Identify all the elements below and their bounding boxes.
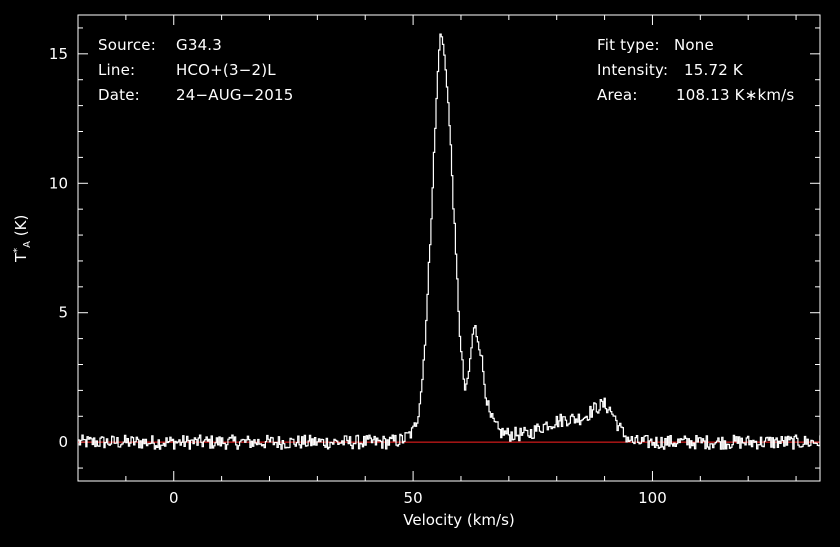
- fit-type-label: Fit type:: [597, 36, 660, 54]
- fit-type-value: None: [674, 36, 714, 54]
- plot-frame: [77, 14, 821, 482]
- date-label: Date:: [98, 86, 140, 104]
- x-axis-label: Velocity (km/s): [403, 511, 514, 529]
- line-label: Line:: [98, 61, 136, 79]
- area-label: Area:: [597, 86, 638, 104]
- x-tick-label: 0: [169, 489, 179, 507]
- y-tick-label: 15: [49, 45, 68, 63]
- source-label: Source:: [98, 36, 156, 54]
- intensity-label: Intensity:: [597, 61, 669, 79]
- date-value: 24−AUG−2015: [176, 86, 294, 104]
- source-value: G34.3: [176, 36, 223, 54]
- y-tick-label: 5: [58, 304, 68, 322]
- y-tick-label: 0: [58, 433, 68, 451]
- x-tick-label: 100: [638, 489, 667, 507]
- area-value: 108.13 K∗km/s: [676, 86, 795, 104]
- intensity-value: 15.72 K: [684, 61, 743, 79]
- line-value: HCO+(3−2)L: [176, 61, 276, 79]
- y-tick-label: 10: [49, 174, 68, 192]
- x-tick-label: 50: [404, 489, 423, 507]
- spectrum-series-line: [78, 33, 821, 450]
